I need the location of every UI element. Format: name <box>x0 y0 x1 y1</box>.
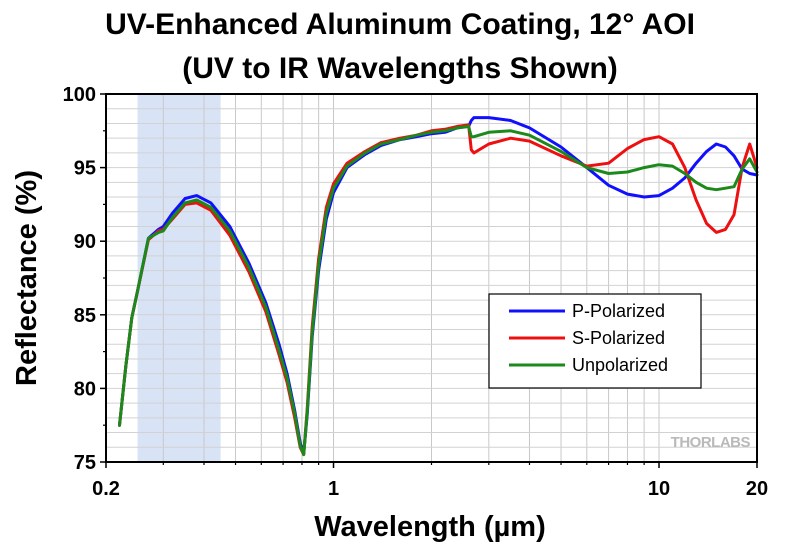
chart-title-line-1: UV-Enhanced Aluminum Coating, 12° AOI <box>105 8 695 41</box>
legend-label: S-Polarized <box>572 328 665 348</box>
x-axis-title: Wavelength (µm) <box>314 511 546 543</box>
x-tick-label: 0.2 <box>92 478 120 500</box>
chart-title-line-2: (UV to IR Wavelengths Shown) <box>182 52 618 85</box>
y-tick-label: 75 <box>74 452 96 474</box>
series-line-unpolarized <box>118 124 759 457</box>
grid <box>106 94 757 462</box>
y-tick-label: 90 <box>74 231 96 253</box>
thorlabs-watermark: THORLABS <box>671 434 751 451</box>
axis-ticks <box>100 93 758 468</box>
tick-labels: 75 80 85 90 95 100 0.2 1 10 20 <box>63 84 769 500</box>
y-tick-label: 80 <box>74 378 96 400</box>
y-axis-title: Reflectance (%) <box>11 170 43 386</box>
x-tick-label: 1 <box>328 478 339 500</box>
x-tick-label: 10 <box>648 478 670 500</box>
legend-label: P-Polarized <box>572 301 665 321</box>
x-tick-label: 20 <box>746 478 768 500</box>
chart-title: UV-Enhanced Aluminum Coating, 12° AOI (U… <box>105 8 695 85</box>
y-tick-label: 95 <box>74 158 96 180</box>
highlight-band <box>137 94 221 462</box>
y-tick-label: 100 <box>63 84 96 106</box>
y-tick-label: 85 <box>74 305 96 327</box>
legend: P-Polarized S-Polarized Unpolarized <box>488 293 702 389</box>
series-lines <box>118 116 759 457</box>
legend-label: Unpolarized <box>572 355 668 375</box>
